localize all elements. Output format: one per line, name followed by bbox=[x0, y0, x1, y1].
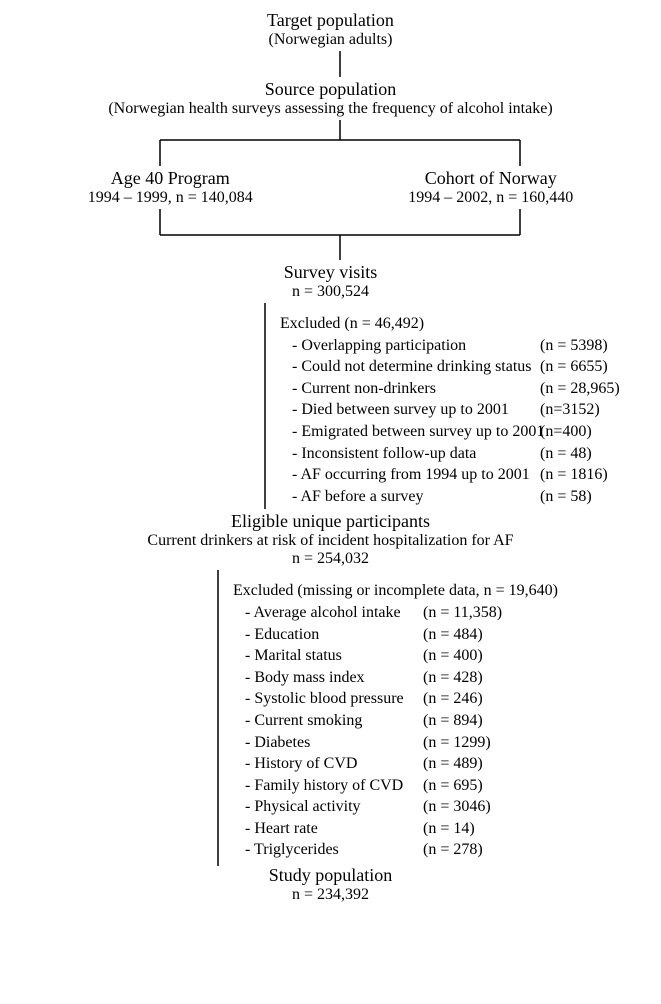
target-sub: (Norwegian adults) bbox=[10, 31, 651, 49]
split-connector bbox=[10, 118, 661, 168]
exclusion-item: - Died between survey up to 2001(n=3152) bbox=[280, 399, 620, 421]
exclusion-item-label: - AF occurring from 1994 up to 2001 bbox=[280, 464, 540, 486]
exclusion-item-count: (n=3152) bbox=[540, 399, 600, 421]
exclusion-item-label: - Marital status bbox=[233, 645, 423, 667]
exclusion-item-count: (n = 484) bbox=[423, 624, 483, 646]
exclusion-item-label: - Body mass index bbox=[233, 667, 423, 689]
study-population-node: Study population n = 234,392 bbox=[10, 865, 651, 904]
exclusion-item-label: - Triglycerides bbox=[233, 839, 423, 861]
eligible-l1: Eligible unique participants bbox=[10, 511, 651, 532]
exclusion-item-count: (n = 695) bbox=[423, 775, 483, 797]
exclusion-item-label: - Overlapping participation bbox=[280, 335, 540, 357]
exclusion-item: - Heart rate(n = 14) bbox=[233, 818, 558, 840]
exclusion-item-label: - Emigrated between survey up to 2001 bbox=[280, 421, 540, 443]
exclusion-item-label: - Family history of CVD bbox=[233, 775, 423, 797]
eligible-l2: Current drinkers at risk of incident hos… bbox=[10, 532, 651, 550]
eligible-node: Eligible unique participants Current dri… bbox=[10, 511, 651, 568]
exclusion-item-label: - Physical activity bbox=[233, 796, 423, 818]
exclusion-item-count: (n = 428) bbox=[423, 667, 483, 689]
eligible-l3: n = 254,032 bbox=[10, 550, 651, 568]
exclusion-item-label: - Current smoking bbox=[233, 710, 423, 732]
excl1-row: Excluded (n = 46,492) - Overlapping part… bbox=[10, 301, 651, 507]
merge-connector bbox=[10, 207, 661, 262]
exclusion-item-count: (n = 400) bbox=[423, 645, 483, 667]
excl2-row: Excluded (missing or incomplete data, n … bbox=[10, 568, 651, 861]
exclusion-item-count: (n = 1816) bbox=[540, 464, 608, 486]
exclusion-item: - Could not determine drinking status(n … bbox=[280, 356, 620, 378]
exclusion-item: - Physical activity(n = 3046) bbox=[233, 796, 558, 818]
exclusion-item: - Marital status(n = 400) bbox=[233, 645, 558, 667]
exclusion-item-count: (n = 11,358) bbox=[423, 602, 502, 624]
excl1-header: Excluded (n = 46,492) bbox=[280, 313, 620, 335]
exclusion-item-count: (n = 246) bbox=[423, 688, 483, 710]
connector-excl2 bbox=[10, 568, 233, 868]
target-title: Target population bbox=[10, 10, 651, 31]
exclusion-item-label: - Died between survey up to 2001 bbox=[280, 399, 540, 421]
exclusion-item-label: - Heart rate bbox=[233, 818, 423, 840]
source-population-node: Source population (Norwegian health surv… bbox=[10, 79, 651, 118]
exclusion-item-count: (n = 489) bbox=[423, 753, 483, 775]
exclusion-item-label: - Systolic blood pressure bbox=[233, 688, 423, 710]
exclusion-item: - Triglycerides(n = 278) bbox=[233, 839, 558, 861]
branch-left-sub: 1994 – 1999, n = 140,084 bbox=[10, 189, 331, 207]
exclusion-item-label: - Current non-drinkers bbox=[280, 378, 540, 400]
exclusion-item: - Family history of CVD(n = 695) bbox=[233, 775, 558, 797]
study-sub: n = 234,392 bbox=[10, 886, 651, 904]
exclusion-item-label: - History of CVD bbox=[233, 753, 423, 775]
source-title: Source population bbox=[10, 79, 651, 100]
exclusion-item-label: - Education bbox=[233, 624, 423, 646]
exclusion-item-label: - Inconsistent follow-up data bbox=[280, 443, 540, 465]
exclusion-item-count: (n = 3046) bbox=[423, 796, 491, 818]
exclusion-item: - Overlapping participation(n = 5398) bbox=[280, 335, 620, 357]
exclusion-item-count: (n = 58) bbox=[540, 486, 592, 508]
exclusion-item-count: (n = 6655) bbox=[540, 356, 608, 378]
exclusion-item-label: - Diabetes bbox=[233, 732, 423, 754]
exclusion-item: - Inconsistent follow-up data(n = 48) bbox=[280, 443, 620, 465]
exclusion-item-count: (n = 14) bbox=[423, 818, 475, 840]
exclusion-item-label: - AF before a survey bbox=[280, 486, 540, 508]
exclusion-item-count: (n = 5398) bbox=[540, 335, 608, 357]
branches-row: Age 40 Program 1994 – 1999, n = 140,084 … bbox=[10, 168, 651, 207]
branch-right: Cohort of Norway 1994 – 2002, n = 160,44… bbox=[331, 168, 652, 207]
exclusion-item-count: (n = 278) bbox=[423, 839, 483, 861]
exclusion-item: - AF occurring from 1994 up to 2001(n = … bbox=[280, 464, 620, 486]
exclusion-item: - Education(n = 484) bbox=[233, 624, 558, 646]
exclusion-item: - Emigrated between survey up to 2001(n=… bbox=[280, 421, 620, 443]
connector-excl1 bbox=[10, 301, 280, 511]
branch-left: Age 40 Program 1994 – 1999, n = 140,084 bbox=[10, 168, 331, 207]
survey-visits-node: Survey visits n = 300,524 bbox=[10, 262, 651, 301]
excl2-header: Excluded (missing or incomplete data, n … bbox=[233, 580, 558, 602]
exclusion-item: - Body mass index(n = 428) bbox=[233, 667, 558, 689]
exclusion-item-label: - Average alcohol intake bbox=[233, 602, 423, 624]
exclusion-block-2: Excluded (missing or incomplete data, n … bbox=[233, 568, 558, 861]
branch-right-title: Cohort of Norway bbox=[331, 168, 652, 189]
exclusion-item-label: - Could not determine drinking status bbox=[280, 356, 540, 378]
exclusion-item: - Current non-drinkers(n = 28,965) bbox=[280, 378, 620, 400]
survey-sub: n = 300,524 bbox=[10, 283, 651, 301]
exclusion-item: - Average alcohol intake(n = 11,358) bbox=[233, 602, 558, 624]
branch-left-title: Age 40 Program bbox=[10, 168, 331, 189]
exclusion-item: - Diabetes(n = 1299) bbox=[233, 732, 558, 754]
target-population-node: Target population (Norwegian adults) bbox=[10, 10, 651, 49]
exclusion-item-count: (n = 1299) bbox=[423, 732, 491, 754]
connector-1 bbox=[10, 49, 661, 79]
exclusion-item-count: (n = 28,965) bbox=[540, 378, 620, 400]
source-sub: (Norwegian health surveys assessing the … bbox=[10, 100, 651, 118]
exclusion-item: - History of CVD(n = 489) bbox=[233, 753, 558, 775]
exclusion-item-count: (n=400) bbox=[540, 421, 592, 443]
exclusion-item: - Systolic blood pressure(n = 246) bbox=[233, 688, 558, 710]
exclusion-item: - Current smoking(n = 894) bbox=[233, 710, 558, 732]
exclusion-item-count: (n = 48) bbox=[540, 443, 592, 465]
exclusion-item-count: (n = 894) bbox=[423, 710, 483, 732]
survey-title: Survey visits bbox=[10, 262, 651, 283]
branch-right-sub: 1994 – 2002, n = 160,440 bbox=[331, 189, 652, 207]
exclusion-block-1: Excluded (n = 46,492) - Overlapping part… bbox=[280, 301, 620, 507]
exclusion-item: - AF before a survey(n = 58) bbox=[280, 486, 620, 508]
